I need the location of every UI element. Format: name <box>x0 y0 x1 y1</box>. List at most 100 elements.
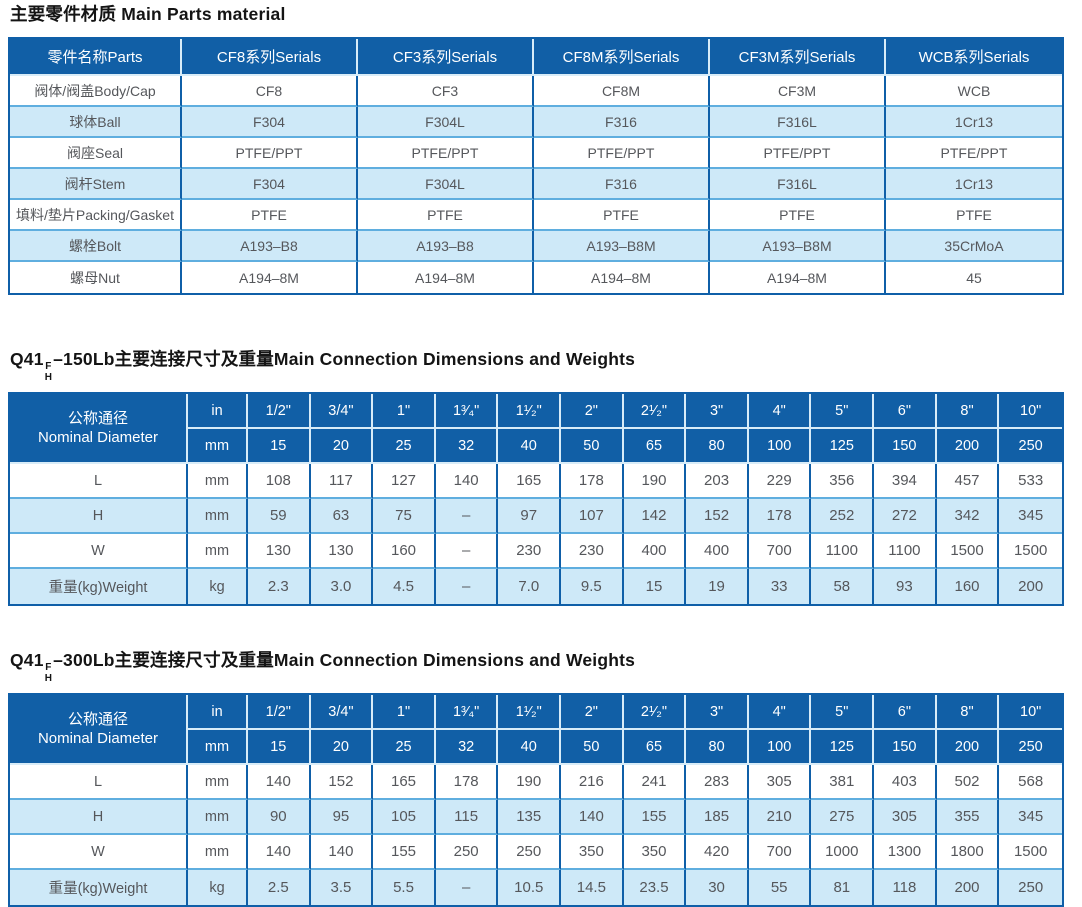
size-inch-header: 4" <box>748 394 812 429</box>
material-cell: PTFE/PPT <box>358 138 534 169</box>
size-inch-header: 3/4" <box>310 394 374 429</box>
size-inch-header: 1¹⁄₂" <box>498 695 562 730</box>
dimension-cell: 457 <box>936 464 1000 499</box>
dimension-cell: – <box>435 499 499 534</box>
dimension-cell: 75 <box>373 499 436 534</box>
size-inch-header: 1³⁄₄" <box>435 695 499 730</box>
size-inch-header: 8" <box>936 394 1000 429</box>
dimension-cell: 178 <box>435 765 499 800</box>
size-mm-header: 20 <box>310 429 374 464</box>
model-variant-top: F <box>45 662 52 673</box>
material-cell: 1Cr13 <box>886 169 1062 200</box>
dimension-cell: 117 <box>310 464 374 499</box>
dimension-cell: 250 <box>435 835 499 870</box>
size-mm-header: 65 <box>623 429 687 464</box>
dimension-cell: 115 <box>435 800 499 835</box>
dimension-cell: 90 <box>248 800 311 835</box>
dimension-cell: 230 <box>561 534 624 569</box>
dimension-cell: 7.0 <box>498 569 562 604</box>
model-variant-bottom: H <box>44 672 53 684</box>
size-inch-header: 6" <box>874 695 937 730</box>
dimension-cell: 160 <box>373 534 436 569</box>
size-mm-header: 200 <box>936 429 1000 464</box>
materials-table-header: 零件名称Parts CF8系列Serials CF3系列Serials CF8M系列S… <box>10 39 1062 76</box>
dimension-cell: 700 <box>748 835 812 870</box>
size-mm-header: 125 <box>811 730 875 765</box>
header-row-mm: mm 15 20 25 32 40 50 65 80 100 125 150 200 250 <box>10 429 1062 464</box>
row-label: H <box>10 800 188 835</box>
size-mm-header: 15 <box>248 730 311 765</box>
dimension-cell: 1800 <box>936 835 1000 870</box>
unit-cell: mm <box>188 800 248 835</box>
dimension-cell: 200 <box>999 569 1062 604</box>
size-mm-header: 100 <box>748 730 812 765</box>
material-cell: WCB <box>886 76 1062 107</box>
size-inch-header: 1" <box>373 695 436 730</box>
dimension-cell: – <box>435 870 499 905</box>
unit-cell: kg <box>188 569 248 604</box>
material-cell: A194–8M <box>182 262 358 293</box>
dimension-cell: 142 <box>623 499 687 534</box>
dimension-cell: 108 <box>248 464 311 499</box>
material-cell: A193–B8M <box>710 231 886 262</box>
dimension-cell: 3.0 <box>310 569 374 604</box>
table-row: 重量(kg)Weight kg 2.5 3.5 5.5–10.5 14.5 23.5 30 55… <box>10 870 1062 905</box>
size-inch-header: 1¹⁄₂" <box>498 394 562 429</box>
series-column-header: CF8M系列Serials <box>534 39 710 76</box>
material-cell: CF8 <box>182 76 358 107</box>
size-inch-header: 5" <box>811 394 875 429</box>
dimension-cell: 155 <box>373 835 436 870</box>
material-cell: F304L <box>358 169 534 200</box>
size-inch-header: 1/2" <box>248 394 311 429</box>
dimension-cell: 345 <box>999 800 1062 835</box>
dimension-cell: 97 <box>498 499 562 534</box>
unit-mm-header: mm <box>188 429 248 464</box>
materials-table: 零件名称Parts CF8系列Serials CF3系列Serials CF8M系列S… <box>8 37 1064 295</box>
table-row: 螺母Nut A194–8M A194–8M A194–8M A194–8M 45 <box>10 262 1062 293</box>
size-inch-header: 2¹⁄₂" <box>623 394 687 429</box>
dimension-cell: 140 <box>248 765 311 800</box>
dimension-cell: 1300 <box>874 835 937 870</box>
size-mm-header: 32 <box>435 730 499 765</box>
header-row: 零件名称Parts CF8系列Serials CF3系列Serials CF8M系列S… <box>10 39 1062 76</box>
header-row-in: 公称通径 Nominal Diameter in 1/2" 3/4" 1" 1³⁄₄" 1¹⁄… <box>10 695 1062 765</box>
row-label: H <box>10 499 188 534</box>
size-mm-header: 50 <box>561 730 624 765</box>
row-label: 阀座Seal <box>10 138 182 169</box>
size-mm-header: 40 <box>498 429 562 464</box>
size-mm-header: 32 <box>435 429 499 464</box>
dimension-cell: – <box>435 569 499 604</box>
dimension-cell: 250 <box>999 870 1062 905</box>
dimension-cell: 63 <box>310 499 374 534</box>
row-label: 阀体/阀盖Body/Cap <box>10 76 182 107</box>
material-cell: 35CrMoA <box>886 231 1062 262</box>
table-row: 重量(kg)Weight kg 2.3 3.0 4.5–7.0 9.5 15 19 33 58 93… <box>10 569 1062 604</box>
size-inch-header: 4" <box>748 695 812 730</box>
dimension-cell: 93 <box>874 569 937 604</box>
dimension-cell: 2.5 <box>248 870 311 905</box>
size-inch-header: 2" <box>561 394 624 429</box>
dimension-cell: – <box>435 534 499 569</box>
series-column-header: CF8系列Serials <box>182 39 358 76</box>
size-mm-header: 40 <box>498 730 562 765</box>
dimension-cell: 229 <box>748 464 812 499</box>
dimension-cell: 3.5 <box>310 870 374 905</box>
dimension-cell: 23.5 <box>623 870 687 905</box>
material-cell: F304L <box>358 107 534 138</box>
dimension-cell: 185 <box>686 800 749 835</box>
dimensions-300lb-title: Q41 F H –300Lb主要连接尺寸及重量Main Connection Dime… <box>10 650 1072 684</box>
row-label: 球体Ball <box>10 107 182 138</box>
dimension-cell: 140 <box>435 464 499 499</box>
materials-table-title: 主要零件材质 Main Parts material <box>10 4 286 24</box>
nominal-diameter-label-cn: 公称通径 <box>67 409 128 427</box>
dimension-cell: 356 <box>811 464 875 499</box>
dimension-cell: 155 <box>623 800 687 835</box>
size-mm-header: 25 <box>373 429 436 464</box>
unit-cell: mm <box>188 534 248 569</box>
model-code-prefix: Q41 <box>10 650 44 670</box>
dimension-cell: 305 <box>874 800 937 835</box>
size-inch-header: 1³⁄₄" <box>435 394 499 429</box>
dimension-cell: 130 <box>248 534 311 569</box>
